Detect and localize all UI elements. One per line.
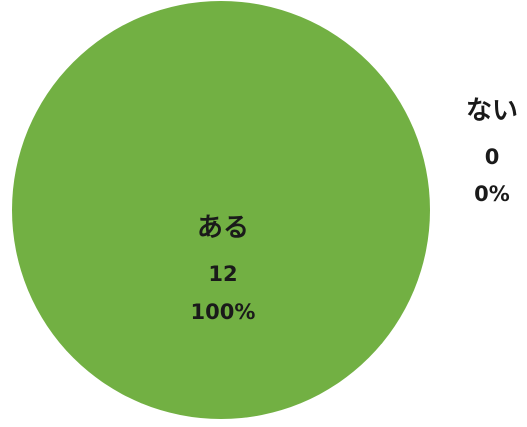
pie-slice-0 [12, 1, 430, 419]
slice-label-nai-value: 0 [485, 145, 500, 169]
slice-label-nai-name: ない [466, 96, 518, 126]
slice-label-aru: ある 12 100% [191, 213, 256, 324]
slice-label-nai-percent: 0% [474, 182, 510, 206]
pie-slices [12, 1, 430, 419]
slice-label-nai: ない 0 0% [466, 96, 518, 206]
slice-label-aru-value: 12 [208, 262, 237, 286]
slice-label-aru-name: ある [197, 213, 249, 243]
slice-label-aru-percent: 100% [191, 300, 256, 324]
